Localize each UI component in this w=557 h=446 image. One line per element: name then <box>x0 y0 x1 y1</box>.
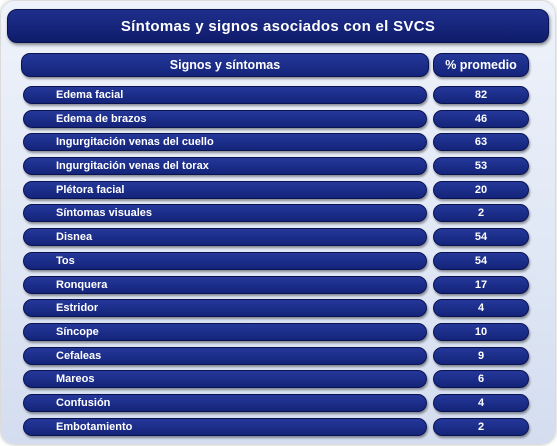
slide-title: Síntomas y signos asociados con el SVCS <box>120 17 436 35</box>
table-row: Edema facial 82 <box>21 86 531 104</box>
table-header-row: Signos y síntomas % promedio <box>21 53 531 77</box>
table-row: Mareos 6 <box>21 370 531 389</box>
row-label-cell: Edema facial <box>23 86 427 104</box>
table-row: Tos 54 <box>21 251 531 270</box>
table-row: Ingurgitación venas del torax 53 <box>21 157 531 176</box>
row-value-cell: 20 <box>433 180 529 199</box>
symptoms-table: Signos y síntomas % promedio Edema facia… <box>21 53 531 441</box>
table-row: Síntomas visuales 2 <box>21 204 531 223</box>
table-body: Edema facial 82 Edema de brazos 46 Ingur… <box>21 86 531 436</box>
title-bar: Síntomas y signos asociados con el SVCS <box>7 9 549 43</box>
row-label-cell: Disnea <box>23 228 427 247</box>
table-row: Edema de brazos 46 <box>21 109 531 128</box>
row-label-cell: Cefaleas <box>23 346 427 365</box>
row-label-cell: Síncope <box>23 322 427 341</box>
row-label-cell: Tos <box>23 251 427 270</box>
row-value-cell: 54 <box>433 251 529 270</box>
table-row: Cefaleas 9 <box>21 346 531 365</box>
row-label-cell: Síntomas visuales <box>23 204 427 223</box>
row-label-cell: Edema de brazos <box>23 109 427 128</box>
table-row: Estridor 4 <box>21 299 531 318</box>
row-value-cell: 10 <box>433 322 529 341</box>
row-label-cell: Plétora facial <box>23 180 427 199</box>
row-value-cell: 46 <box>433 109 529 128</box>
row-label-cell: Estridor <box>23 299 427 318</box>
table-row: Embotamiento 2 <box>21 417 531 436</box>
table-row: Confusión 4 <box>21 393 531 412</box>
row-value-cell: 9 <box>433 346 529 365</box>
row-label-cell: Ingurgitación venas del cuello <box>23 133 427 152</box>
table-row: Ronquera 17 <box>21 275 531 294</box>
row-label-cell: Mareos <box>23 370 427 389</box>
row-value-cell: 2 <box>433 204 529 223</box>
row-value-cell: 82 <box>433 86 529 104</box>
table-row: Disnea 54 <box>21 228 531 247</box>
header-value-cell: % promedio <box>433 53 529 77</box>
row-value-cell: 4 <box>433 299 529 318</box>
row-value-cell: 17 <box>433 275 529 294</box>
row-label-cell: Ingurgitación venas del torax <box>23 157 427 176</box>
header-label-cell: Signos y síntomas <box>21 53 429 77</box>
table-row: Síncope 10 <box>21 322 531 341</box>
row-value-cell: 4 <box>433 393 529 412</box>
row-label-cell: Confusión <box>23 393 427 412</box>
row-label-cell: Embotamiento <box>23 417 427 436</box>
row-value-cell: 6 <box>433 370 529 389</box>
row-label-cell: Ronquera <box>23 275 427 294</box>
row-value-cell: 63 <box>433 133 529 152</box>
row-value-cell: 53 <box>433 157 529 176</box>
row-value-cell: 2 <box>433 417 529 436</box>
table-row: Ingurgitación venas del cuello 63 <box>21 133 531 152</box>
table-row: Plétora facial 20 <box>21 180 531 199</box>
row-value-cell: 54 <box>433 228 529 247</box>
